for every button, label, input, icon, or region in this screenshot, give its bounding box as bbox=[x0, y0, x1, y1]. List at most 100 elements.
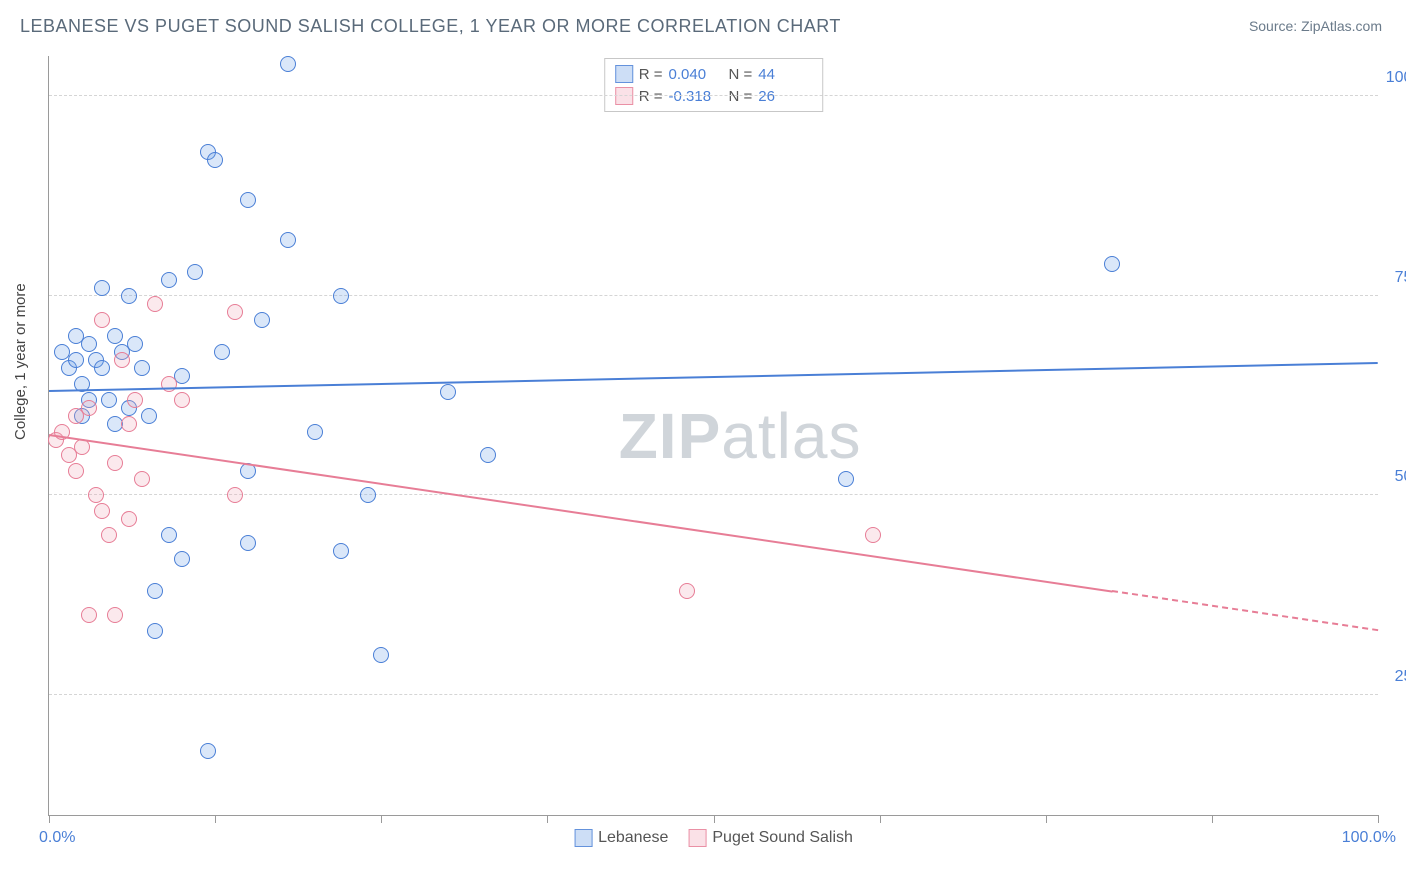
data-point bbox=[207, 152, 223, 168]
data-point bbox=[107, 607, 123, 623]
data-point bbox=[227, 304, 243, 320]
data-point bbox=[94, 312, 110, 328]
data-point bbox=[121, 511, 137, 527]
r-label: R = bbox=[639, 66, 663, 83]
data-point bbox=[865, 527, 881, 543]
trend-line bbox=[49, 362, 1378, 392]
data-point bbox=[147, 583, 163, 599]
chart-plot-area: ZIPatlas R = 0.040 N = 44 R = -0.318 N =… bbox=[48, 56, 1378, 816]
trend-line bbox=[49, 434, 1112, 593]
data-point bbox=[838, 471, 854, 487]
data-point bbox=[121, 288, 137, 304]
x-tick bbox=[547, 815, 548, 823]
gridline bbox=[49, 694, 1378, 695]
y-tick-label: 50.0% bbox=[1395, 468, 1406, 486]
data-point bbox=[480, 447, 496, 463]
data-point bbox=[101, 392, 117, 408]
data-point bbox=[114, 352, 130, 368]
chart-title: LEBANESE VS PUGET SOUND SALISH COLLEGE, … bbox=[20, 16, 841, 37]
x-tick bbox=[714, 815, 715, 823]
legend-row: R = 0.040 N = 44 bbox=[615, 63, 813, 85]
y-tick-label: 25.0% bbox=[1395, 668, 1406, 686]
data-point bbox=[360, 487, 376, 503]
n-label: N = bbox=[729, 66, 753, 83]
x-axis-max-label: 100.0% bbox=[1342, 829, 1396, 847]
legend-series: Lebanese Puget Sound Salish bbox=[574, 829, 853, 847]
x-tick bbox=[215, 815, 216, 823]
data-point bbox=[147, 296, 163, 312]
legend-swatch-icon bbox=[615, 87, 633, 105]
legend-row: R = -0.318 N = 26 bbox=[615, 85, 813, 107]
gridline bbox=[49, 494, 1378, 495]
data-point bbox=[74, 439, 90, 455]
data-point bbox=[107, 328, 123, 344]
data-point bbox=[174, 392, 190, 408]
data-point bbox=[280, 56, 296, 72]
data-point bbox=[81, 336, 97, 352]
data-point bbox=[240, 192, 256, 208]
x-tick bbox=[1212, 815, 1213, 823]
n-value: 44 bbox=[758, 66, 812, 83]
data-point bbox=[679, 583, 695, 599]
data-point bbox=[81, 400, 97, 416]
data-point bbox=[440, 384, 456, 400]
data-point bbox=[280, 232, 296, 248]
data-point bbox=[1104, 256, 1120, 272]
data-point bbox=[307, 424, 323, 440]
data-point bbox=[134, 471, 150, 487]
data-point bbox=[88, 487, 104, 503]
x-axis-min-label: 0.0% bbox=[39, 829, 75, 847]
y-axis-label: College, 1 year or more bbox=[12, 283, 29, 440]
n-value: 26 bbox=[758, 88, 812, 105]
r-value: -0.318 bbox=[669, 88, 723, 105]
data-point bbox=[121, 416, 137, 432]
data-point bbox=[373, 647, 389, 663]
r-value: 0.040 bbox=[669, 66, 723, 83]
data-point bbox=[227, 487, 243, 503]
data-point bbox=[333, 288, 349, 304]
data-point bbox=[107, 455, 123, 471]
source-label: Source: ZipAtlas.com bbox=[1249, 18, 1382, 34]
legend-item: Lebanese bbox=[574, 829, 668, 847]
data-point bbox=[127, 336, 143, 352]
gridline bbox=[49, 295, 1378, 296]
x-tick bbox=[880, 815, 881, 823]
legend-swatch-icon bbox=[574, 829, 592, 847]
data-point bbox=[68, 352, 84, 368]
data-point bbox=[147, 623, 163, 639]
y-tick-label: 75.0% bbox=[1395, 269, 1406, 287]
data-point bbox=[141, 408, 157, 424]
legend-swatch-icon bbox=[615, 65, 633, 83]
data-point bbox=[174, 551, 190, 567]
data-point bbox=[200, 743, 216, 759]
data-point bbox=[333, 543, 349, 559]
legend-swatch-icon bbox=[688, 829, 706, 847]
legend-item: Puget Sound Salish bbox=[688, 829, 853, 847]
data-point bbox=[81, 607, 97, 623]
watermark-light: atlas bbox=[721, 400, 861, 472]
x-tick bbox=[49, 815, 50, 823]
legend-label: Puget Sound Salish bbox=[712, 829, 853, 847]
y-tick-label: 100.0% bbox=[1386, 69, 1406, 87]
watermark-bold: ZIP bbox=[619, 400, 722, 472]
x-tick bbox=[1046, 815, 1047, 823]
data-point bbox=[161, 272, 177, 288]
n-label: N = bbox=[729, 88, 753, 105]
data-point bbox=[101, 527, 117, 543]
watermark: ZIPatlas bbox=[619, 399, 862, 473]
x-tick bbox=[381, 815, 382, 823]
data-point bbox=[68, 463, 84, 479]
legend-label: Lebanese bbox=[598, 829, 668, 847]
data-point bbox=[134, 360, 150, 376]
legend-correlation: R = 0.040 N = 44 R = -0.318 N = 26 bbox=[604, 58, 824, 112]
gridline bbox=[49, 95, 1378, 96]
data-point bbox=[127, 392, 143, 408]
data-point bbox=[94, 280, 110, 296]
r-label: R = bbox=[639, 88, 663, 105]
data-point bbox=[240, 535, 256, 551]
x-tick bbox=[1378, 815, 1379, 823]
data-point bbox=[94, 360, 110, 376]
data-point bbox=[94, 503, 110, 519]
data-point bbox=[161, 527, 177, 543]
data-point bbox=[254, 312, 270, 328]
